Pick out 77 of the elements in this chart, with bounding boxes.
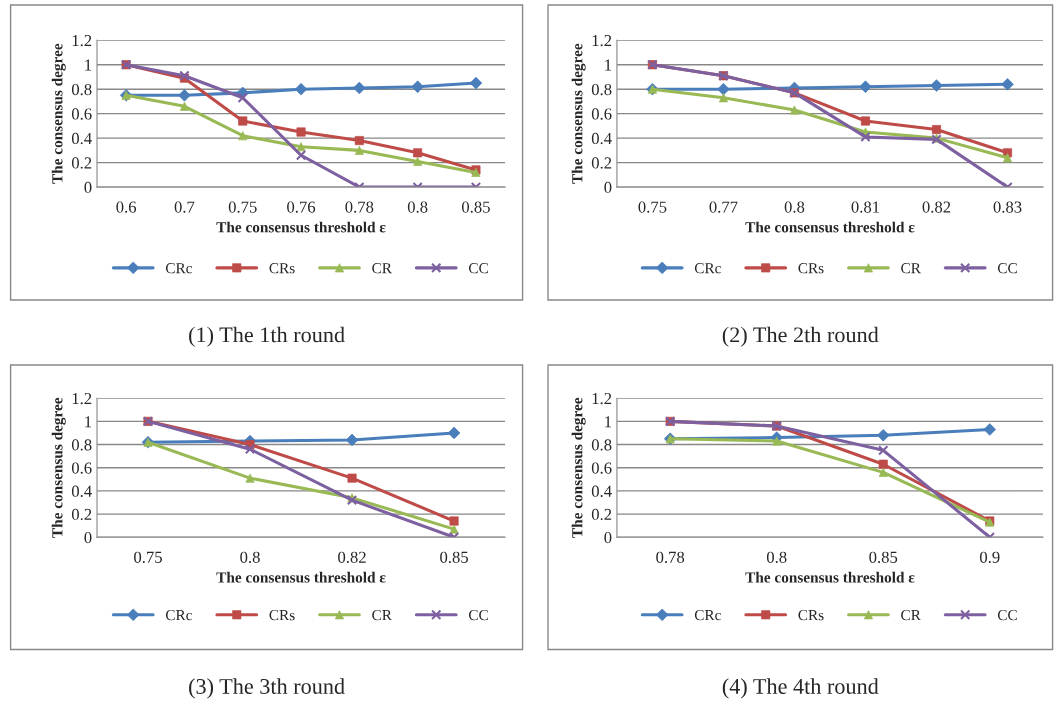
- y-tick-label: 0.6: [71, 108, 92, 120]
- y-axis-title: The consensus degree: [51, 43, 66, 184]
- y-tick-label: 0.4: [71, 132, 92, 145]
- x-tick-label: 0.8: [240, 551, 260, 563]
- legend-label: CR: [372, 610, 392, 621]
- y-tick-label: 0.2: [591, 508, 612, 521]
- y-tick-label: 0.8: [591, 439, 612, 451]
- y-axis-title: The consensus degree: [51, 397, 66, 538]
- y-tick-label: 0.6: [71, 462, 92, 474]
- y-tick-label: 1.2: [592, 392, 612, 405]
- y-axis-title: The consensus degree: [571, 397, 586, 538]
- legend-label: CC: [997, 263, 1017, 274]
- legend-label: CRs: [798, 263, 824, 274]
- x-tick-label: 0.75: [638, 201, 667, 213]
- legend-label: CR: [901, 610, 921, 621]
- legend-label: CRc: [694, 610, 721, 621]
- y-tick-label: 0.4: [591, 485, 612, 497]
- x-tick-label: 0.82: [922, 201, 951, 213]
- legend-label: CRc: [165, 263, 192, 274]
- x-tick-label: 0.85: [440, 551, 469, 563]
- y-tick-label: 0.2: [71, 157, 92, 169]
- y-tick-label: 0.2: [591, 157, 612, 169]
- y-tick-label: 1.2: [592, 34, 612, 47]
- y-tick-label: 1: [605, 416, 612, 428]
- x-axis-title: The consensus threshold ε: [216, 221, 386, 233]
- x-tick-label: 0.85: [869, 551, 898, 563]
- x-tick-label: 0.78: [345, 201, 374, 213]
- x-tick-label: 0.75: [228, 201, 257, 213]
- y-tick-label: 0: [84, 181, 92, 194]
- x-tick-label: 0.82: [338, 551, 366, 563]
- y-tick-label: 0: [84, 531, 92, 544]
- x-axis-title: The consensus threshold ε: [216, 571, 386, 583]
- x-tick-label: 0.8: [784, 201, 805, 213]
- legend-label: CRs: [269, 263, 295, 274]
- y-tick-label: 0.4: [591, 132, 612, 145]
- x-tick-label: 0.8: [407, 201, 428, 213]
- legend-label: CC: [468, 263, 488, 274]
- x-tick-label: 0.75: [134, 551, 162, 563]
- y-tick-label: 0: [604, 181, 612, 194]
- y-tick-label: 1.2: [72, 34, 92, 47]
- y-tick-label: 1.2: [72, 392, 92, 405]
- text: (3) The 3th round: [189, 678, 345, 699]
- y-axis-title: The consensus degree: [571, 43, 586, 184]
- legend-label: CR: [901, 263, 921, 274]
- y-tick-label: 1: [605, 59, 612, 71]
- legend-label: CC: [468, 610, 488, 621]
- x-tick-label: 0.76: [287, 201, 316, 213]
- legend-label: CC: [997, 610, 1017, 621]
- legend-label: CRc: [694, 263, 721, 274]
- y-tick-label: 0: [604, 531, 612, 544]
- x-axis-title: The consensus threshold ε: [745, 221, 915, 233]
- legend-label: CRs: [269, 610, 295, 621]
- x-tick-label: 0.81: [851, 201, 880, 213]
- y-tick-label: 0.4: [71, 485, 92, 497]
- x-tick-label: 0.83: [993, 201, 1022, 213]
- text: (2) The 2th round: [722, 326, 879, 347]
- y-tick-label: 1: [85, 416, 92, 428]
- legend-label: CR: [372, 263, 392, 274]
- x-tick-label: 0.8: [766, 551, 787, 563]
- text: (1) The 1th round: [189, 326, 345, 347]
- y-tick-label: 0.8: [71, 439, 92, 451]
- y-tick-label: 0.2: [71, 508, 92, 521]
- x-tick-label: 0.85: [461, 201, 490, 213]
- y-tick-label: 0.6: [591, 462, 612, 474]
- x-tick-label: 0.9: [979, 551, 1000, 563]
- legend-label: CRc: [165, 610, 192, 621]
- x-tick-label: 0.7: [174, 201, 195, 213]
- x-tick-label: 0.77: [709, 201, 738, 213]
- text: (4) The 4th round: [722, 678, 879, 699]
- x-tick-label: 0.6: [116, 201, 137, 213]
- y-tick-label: 1: [85, 59, 92, 71]
- y-tick-label: 0.8: [591, 83, 612, 96]
- y-tick-label: 0.6: [591, 108, 612, 120]
- legend-label: CRs: [798, 610, 824, 621]
- x-axis-title: The consensus threshold ε: [745, 571, 915, 583]
- y-tick-label: 0.8: [71, 83, 92, 96]
- x-tick-label: 0.78: [656, 551, 685, 563]
